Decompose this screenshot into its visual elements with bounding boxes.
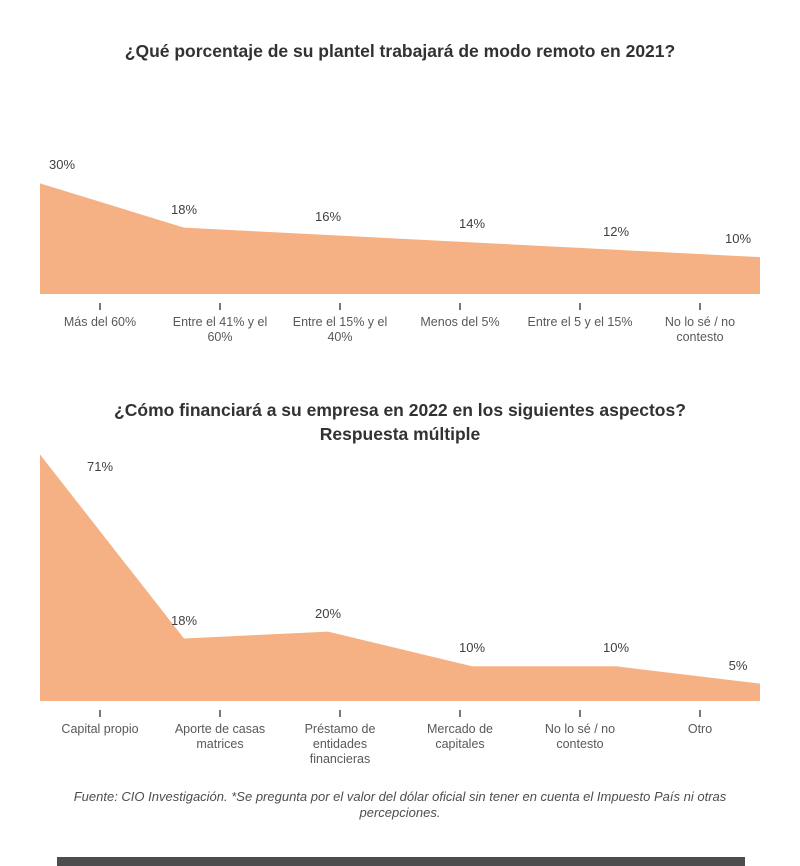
category-label: Capital propio — [61, 722, 139, 736]
value-label: 10% — [724, 231, 752, 247]
axis-tick-cell — [520, 710, 640, 717]
area-fill — [40, 454, 760, 701]
axis-tick-cell — [520, 303, 640, 310]
chart1-category-labels: Más del 60% Entre el 41% y el 60% Entre el… — [40, 315, 760, 345]
value-label: 20% — [314, 605, 342, 621]
axis-tick — [219, 710, 221, 717]
category-label: Entre el 41% y el 60% — [172, 315, 268, 344]
axis-tick — [339, 710, 341, 717]
category-label: No lo sé / no contesto — [664, 315, 736, 344]
axis-tick-cell — [640, 303, 760, 310]
axis-tick — [699, 710, 701, 717]
category-label: Entre el 5 y el 15% — [527, 315, 633, 329]
area-fill — [40, 183, 760, 294]
value-label: 16% — [314, 209, 342, 224]
axis-tick — [339, 303, 341, 310]
axis-tick — [699, 303, 701, 310]
value-label: 18% — [170, 201, 198, 217]
value-label: 18% — [170, 612, 198, 628]
category-label: Menos del 5% — [420, 315, 500, 329]
category-label: Entre el 15% y el 40% — [292, 315, 388, 344]
category-label: Otro — [687, 722, 713, 736]
axis-tick — [219, 303, 221, 310]
axis-tick — [459, 710, 461, 717]
value-label: 30% — [48, 157, 76, 173]
value-label: 71% — [86, 459, 114, 475]
axis-tick-cell — [40, 303, 160, 310]
axis-tick-cell — [160, 303, 280, 310]
value-label: 10% — [602, 640, 630, 656]
category-label: Más del 60% — [63, 315, 137, 329]
axis-tick — [99, 303, 101, 310]
category-label: Préstamo de entidades financieras — [304, 722, 376, 766]
chart2-category-labels: Capital propio Aporte de casas matrices Pr… — [40, 722, 760, 767]
category-label: Mercado de capitales — [426, 722, 493, 751]
axis-tick-cell — [640, 710, 760, 717]
value-label: 10% — [458, 640, 486, 656]
chart1-axis-ticks — [40, 303, 760, 310]
financing-area-chart: 71% 18% 20% 10% 10% 5% Capital propio Aporte d… — [40, 445, 760, 767]
axis-tick-cell — [400, 710, 520, 717]
chart2-title: ¿Cómo financiará a su empresa en 2022 en… — [114, 400, 686, 420]
axis-tick-cell — [280, 303, 400, 310]
value-label: 5% — [728, 657, 748, 673]
chart1-plot-area: 30% 18% 16% 14% 12% 10% — [40, 157, 760, 294]
axis-tick-cell — [160, 710, 280, 717]
category-label: No lo sé / no contesto — [544, 722, 616, 751]
axis-tick-cell — [400, 303, 520, 310]
category-label: Aporte de casas matrices — [174, 722, 266, 751]
chart2-subtitle: Respuesta múltiple — [319, 424, 481, 444]
chart2-plot-area: 71% 18% 20% 10% 10% 5% — [40, 451, 760, 701]
axis-tick — [459, 303, 461, 310]
value-label: 14% — [458, 216, 486, 232]
remote-work-area-chart: 30% 18% 16% 14% 12% 10% Más del 60% Entre el 4… — [40, 146, 760, 345]
axis-tick-cell — [280, 710, 400, 717]
chart1-title: ¿Qué porcentaje de su plantel trabajará … — [124, 41, 676, 61]
axis-tick — [579, 710, 581, 717]
chart2-axis-ticks — [40, 710, 760, 717]
axis-tick — [579, 303, 581, 310]
axis-tick — [99, 710, 101, 717]
source-note: Fuente: CIO Investigación. *Se pregunta … — [73, 789, 727, 820]
value-label: 12% — [602, 223, 630, 239]
axis-tick-cell — [40, 710, 160, 717]
bottom-cropped-bar — [57, 857, 745, 866]
